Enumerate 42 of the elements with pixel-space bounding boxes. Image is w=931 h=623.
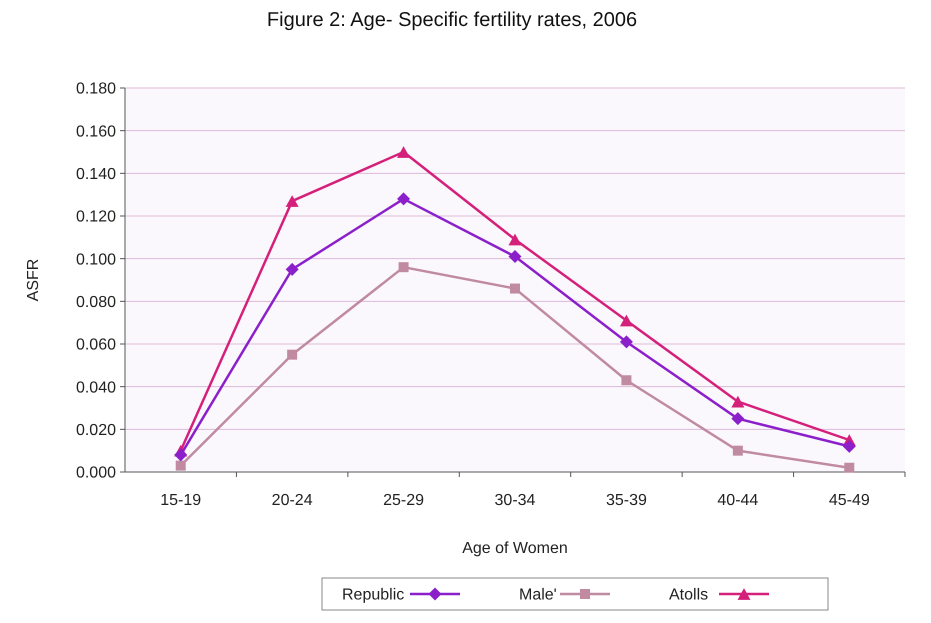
y-tick-label: 0.080 xyxy=(76,294,116,311)
point xyxy=(731,412,744,426)
x-axis-title: Age of Women xyxy=(462,540,568,557)
point xyxy=(731,396,744,408)
y-axis-title: ASFR xyxy=(25,258,42,302)
x-tick-label: 40-44 xyxy=(717,492,758,509)
y-tick-label: 0.180 xyxy=(76,80,116,98)
y-tick-label: 0.040 xyxy=(76,379,116,396)
x-tick-label: 45-49 xyxy=(828,492,870,509)
y-tick-label: 0.160 xyxy=(76,123,116,140)
x-tick-label: 20-24 xyxy=(272,492,313,509)
point xyxy=(176,460,186,471)
y-tick-label: 0.100 xyxy=(76,251,116,268)
point xyxy=(286,195,299,207)
point xyxy=(397,146,410,158)
legend-label: Male' xyxy=(519,586,557,604)
y-tick-label: 0.000 xyxy=(76,464,116,482)
point xyxy=(732,446,743,456)
y-tick-label: 0.060 xyxy=(76,336,116,354)
point xyxy=(287,350,298,360)
y-tick-label: 0.020 xyxy=(76,422,116,439)
point xyxy=(620,314,633,326)
point xyxy=(510,284,520,294)
chart-title: Figure 2: Age- Specific fertility rates, 2006 xyxy=(266,9,638,31)
y-tick-label: 0.120 xyxy=(76,208,116,226)
x-tick-label: 15-19 xyxy=(160,492,202,509)
point xyxy=(620,335,633,348)
point xyxy=(508,250,522,264)
x-tick-label: 35-39 xyxy=(606,492,647,509)
point xyxy=(174,448,188,462)
point xyxy=(621,375,632,386)
legend-label: Atolls xyxy=(669,586,708,604)
x-tick-label: 25-29 xyxy=(383,492,424,509)
point xyxy=(508,234,522,246)
y-tick-label: 0.140 xyxy=(76,166,116,183)
point xyxy=(286,262,299,276)
point xyxy=(398,262,409,272)
point xyxy=(397,192,410,206)
point xyxy=(844,462,854,473)
x-tick-label: 30-34 xyxy=(494,492,536,509)
legend-label: Republic xyxy=(342,586,404,604)
point xyxy=(842,440,856,453)
